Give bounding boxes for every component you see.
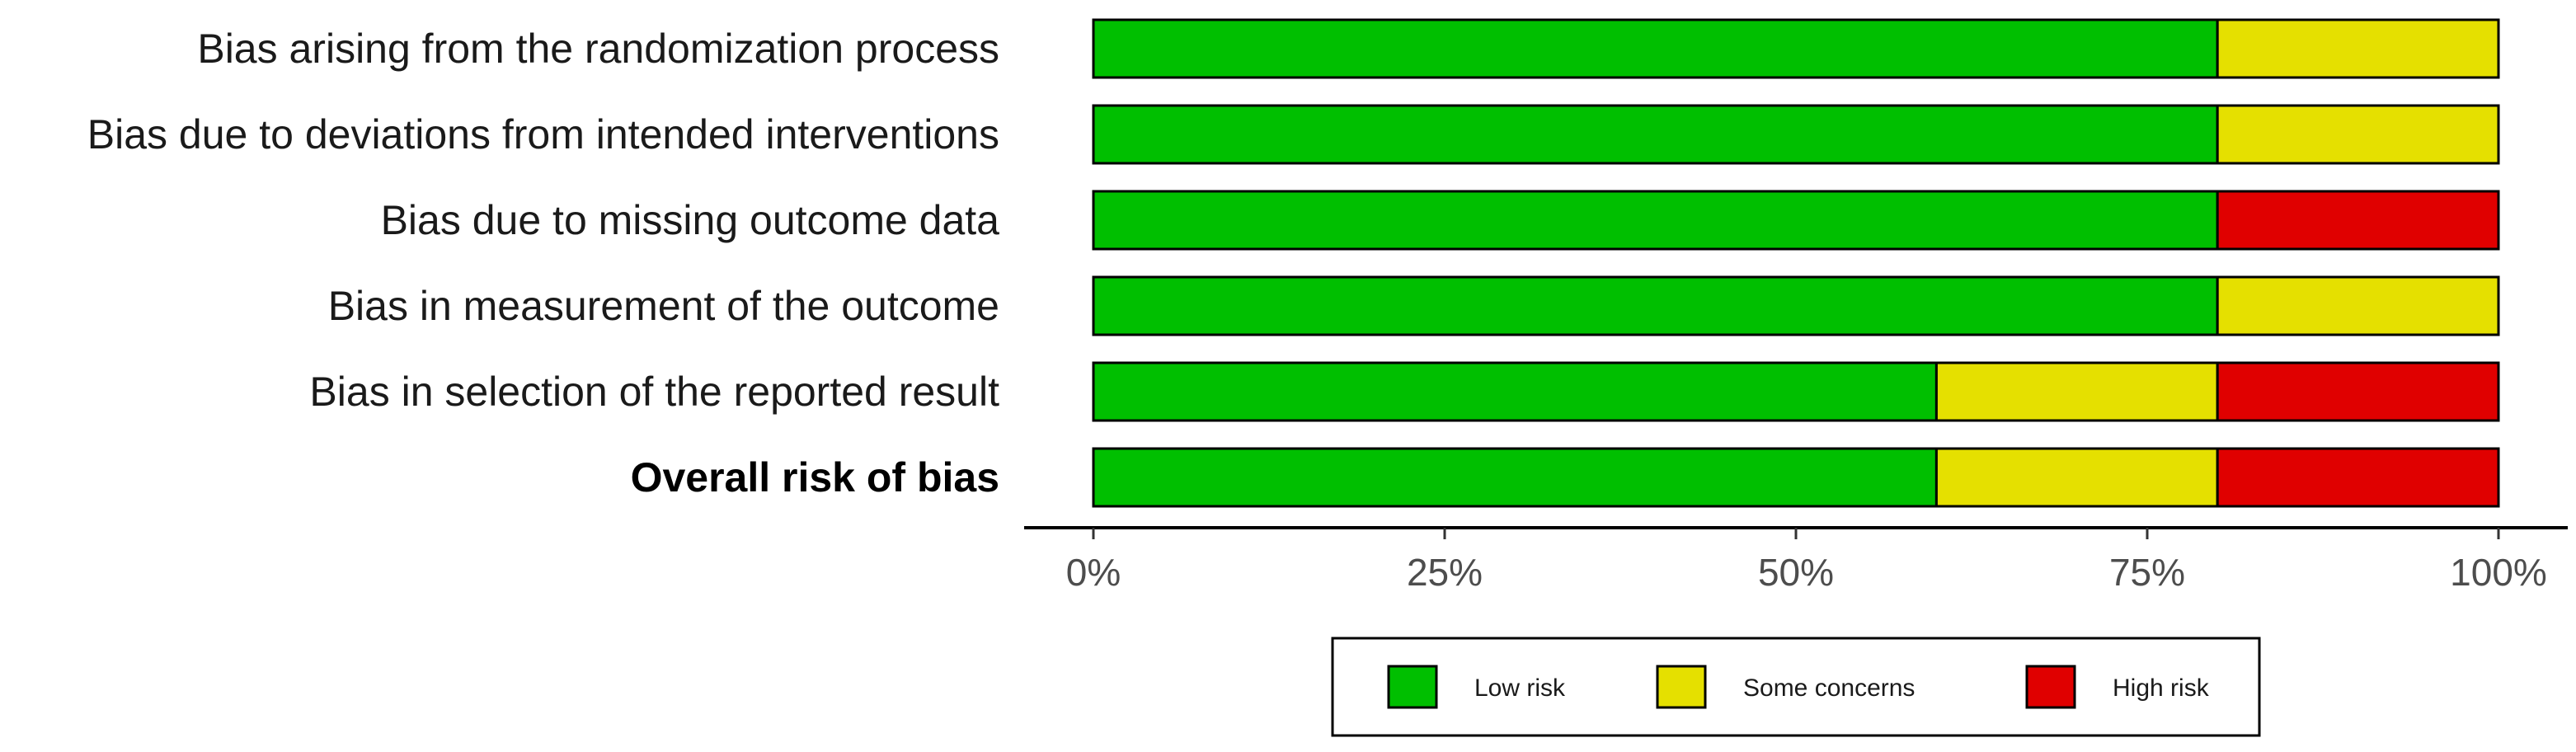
bar-segment-some-concerns-row-1: [2216, 18, 2500, 79]
legend-box: [1331, 637, 2261, 737]
x-tick-label-25: 25%: [1407, 551, 1483, 594]
x-tick-label-50: 50%: [1758, 551, 1834, 594]
bar-segment-some-concerns-row-2: [2216, 104, 2500, 165]
row-label-bias-due-to-deviations-from-intended-interventions: Bias due to deviations from intended int…: [87, 111, 999, 157]
row-label-bias-in-measurement-of-the-outcome: Bias in measurement of the outcome: [328, 283, 999, 329]
bar-segment-high-risk-row-6: [2216, 447, 2500, 508]
bar-segment-low-risk-row-4: [1092, 275, 2219, 336]
legend-label-some-concerns: Some concerns: [1743, 674, 1915, 702]
legend-key-low-risk: [1387, 665, 1438, 709]
bar-segment-some-concerns-row-5: [1934, 361, 2219, 422]
row-label-overall-risk-of-bias: Overall risk of bias: [631, 454, 999, 501]
bar-layer: [1092, 18, 2500, 508]
row-label-layer: Bias arising from the randomization proc…: [87, 26, 999, 501]
row-label-bias-arising-from-the-randomization-process: Bias arising from the randomization proc…: [197, 26, 999, 72]
row-label-bias-in-selection-of-the-reported-result: Bias in selection of the reported result: [309, 369, 999, 415]
bar-segment-some-concerns-row-4: [2216, 275, 2500, 336]
row-label-bias-due-to-missing-outcome-data: Bias due to missing outcome data: [381, 197, 1000, 243]
legend-label-high-risk: High risk: [2113, 674, 2210, 702]
x-axis: 0% 25% 50% 75% 100%: [1024, 526, 2568, 594]
bar-segment-high-risk-row-3: [2216, 190, 2500, 251]
bar-segment-low-risk-row-5: [1092, 361, 1938, 422]
bar-segment-some-concerns-row-6: [1934, 447, 2219, 508]
bar-segment-high-risk-row-5: [2216, 361, 2500, 422]
bar-segment-low-risk-row-1: [1092, 18, 2219, 79]
x-tick-label-0: 0%: [1066, 551, 1121, 594]
legend: Low risk Some concerns High risk: [1331, 637, 2261, 737]
bar-segment-low-risk-row-3: [1092, 190, 2219, 251]
bar-segment-low-risk-row-6: [1092, 447, 1938, 508]
legend-key-some-concerns: [1656, 665, 1707, 709]
x-tick-label-100: 100%: [2450, 551, 2547, 594]
x-tick-label-75: 75%: [2109, 551, 2185, 594]
legend-label-low-risk: Low risk: [1474, 674, 1566, 702]
legend-key-high-risk: [2025, 665, 2076, 709]
bar-segment-low-risk-row-2: [1092, 104, 2219, 165]
